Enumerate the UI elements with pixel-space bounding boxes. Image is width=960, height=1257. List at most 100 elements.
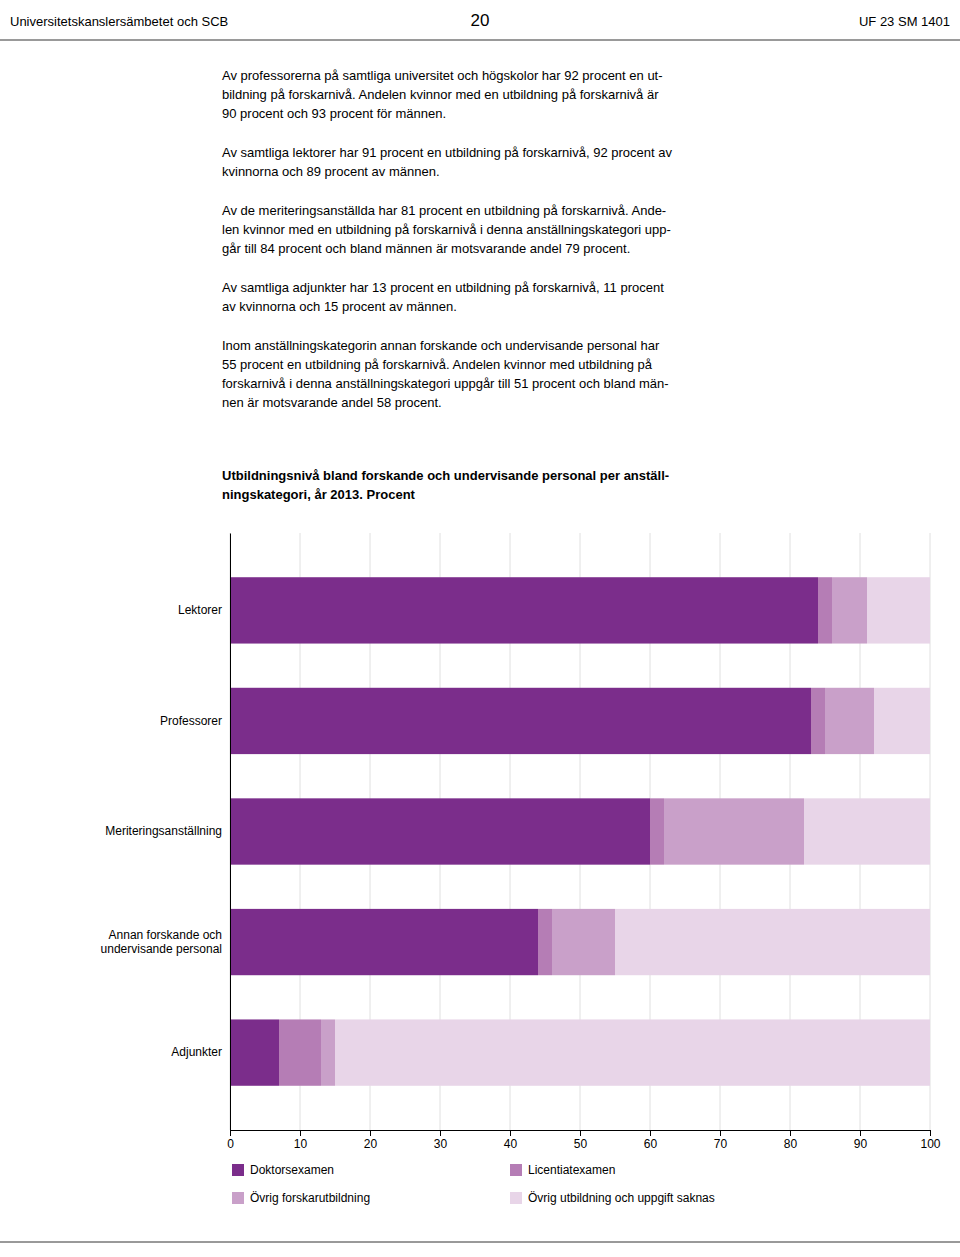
x-tick: 40	[504, 1130, 518, 1151]
x-tick-mark	[230, 1130, 231, 1136]
legend: Doktorsexamen Licentiatexamen Övrig forska…	[232, 1163, 715, 1205]
x-tick-label: 100	[920, 1137, 940, 1151]
x-tick-mark	[580, 1130, 581, 1136]
y-tick-label: Annan forskande ochundervisande personal	[101, 928, 222, 956]
legend-swatch	[510, 1192, 522, 1204]
legend-item: Övrig utbildning och uppgift saknas	[510, 1191, 715, 1205]
y-tick: Adjunkter	[171, 1045, 222, 1059]
x-tick-label: 30	[434, 1137, 448, 1151]
bar	[615, 909, 930, 975]
x-tick-label: 40	[504, 1137, 518, 1151]
x-tick: 80	[784, 1130, 798, 1151]
bar	[874, 688, 930, 754]
bar	[867, 577, 930, 643]
bar	[538, 909, 552, 975]
bar	[804, 798, 930, 864]
y-tick: Professorer	[160, 714, 222, 728]
x-tick-label: 90	[854, 1137, 868, 1151]
x-tick-mark	[440, 1130, 441, 1136]
x-tick: 0	[227, 1130, 234, 1151]
x-tick: 60	[644, 1130, 658, 1151]
x-tick: 90	[854, 1130, 868, 1151]
x-tick-mark	[860, 1130, 861, 1136]
header-rule	[0, 40, 960, 41]
x-tick: 20	[364, 1130, 378, 1151]
x-tick: 50	[574, 1130, 588, 1151]
legend-label: Doktorsexamen	[250, 1163, 334, 1177]
paragraph: Av samtliga adjunkter har 13 procent en …	[222, 280, 664, 314]
legend-label: Licentiatexamen	[528, 1163, 615, 1177]
header: Universitetskanslersämbetet och SCB 20 UF …	[0, 11, 960, 40]
x-tick-mark	[790, 1130, 791, 1136]
x-tick-label: 10	[294, 1137, 308, 1151]
y-tick-label: Professorer	[160, 714, 222, 728]
legend-label: Övrig utbildning och uppgift saknas	[528, 1191, 715, 1205]
grid-line	[230, 533, 231, 1130]
chart-title: Utbildningsnivå bland forskande och unde…	[222, 468, 669, 502]
page: Universitetskanslersämbetet och SCB 20 UF …	[0, 0, 960, 1257]
x-tick-mark	[930, 1130, 931, 1136]
paragraph: Av samtliga lektorer har 91 procent en u…	[222, 145, 672, 179]
bar-series	[279, 577, 832, 1086]
y-axis: Lektorer Professorer Meriteringsanställnin…	[101, 534, 231, 1131]
bars	[230, 577, 930, 1086]
y-tick-label: Adjunkter	[171, 1045, 222, 1059]
y-tick-label: Lektorer	[178, 603, 222, 617]
bar	[321, 1019, 335, 1085]
legend-item: Licentiatexamen	[510, 1163, 615, 1177]
legend-label: Övrig forskarutbildning	[250, 1191, 370, 1205]
x-tick-label: 50	[574, 1137, 588, 1151]
bar	[832, 577, 867, 643]
legend-item: Övrig forskarutbildning	[232, 1191, 370, 1205]
x-tick: 70	[714, 1130, 728, 1151]
x-tick-label: 0	[227, 1137, 234, 1151]
bar	[279, 1019, 321, 1085]
bar	[335, 1019, 930, 1085]
x-axis: 0 10 20 30 40 50 60 70 80 90 100	[227, 1130, 941, 1151]
header-center: 20	[471, 11, 490, 30]
bar	[230, 1019, 279, 1085]
bar	[230, 688, 811, 754]
x-tick-label: 20	[364, 1137, 378, 1151]
bar	[230, 798, 650, 864]
bar	[664, 798, 804, 864]
body-text: Av professorerna på samtliga universitet…	[222, 68, 672, 410]
bar	[650, 798, 664, 864]
x-tick-mark	[510, 1130, 511, 1136]
bar	[825, 688, 874, 754]
x-tick-mark	[720, 1130, 721, 1136]
bar	[552, 909, 615, 975]
grid	[230, 533, 930, 1130]
x-tick-label: 60	[644, 1137, 658, 1151]
x-tick-label: 80	[784, 1137, 798, 1151]
x-tick: 30	[434, 1130, 448, 1151]
legend-swatch	[510, 1164, 522, 1176]
x-tick: 10	[294, 1130, 308, 1151]
bar-series	[321, 577, 874, 1086]
paragraph: Av professorerna på samtliga universitet…	[222, 68, 663, 121]
y-tick: Lektorer	[178, 603, 222, 617]
x-tick-mark	[300, 1130, 301, 1136]
y-axis-line	[230, 534, 231, 1131]
x-axis-line	[231, 1131, 931, 1137]
y-tick: Meriteringsanställning	[105, 824, 222, 838]
bar	[811, 688, 825, 754]
footer-rule	[0, 1242, 960, 1243]
legend-swatch	[232, 1192, 244, 1204]
bar	[230, 909, 538, 975]
x-tick-mark	[650, 1130, 651, 1136]
x-tick: 100	[920, 1130, 940, 1151]
paragraph: Inom anställningskategorin annan forskan…	[222, 338, 669, 410]
bar	[818, 577, 832, 643]
header-right: UF 23 SM 1401	[859, 14, 950, 29]
y-tick-label: Meriteringsanställning	[105, 824, 222, 838]
x-tick-mark	[370, 1130, 371, 1136]
header-left: Universitetskanslersämbetet och SCB	[10, 14, 228, 29]
bar	[230, 577, 818, 643]
legend-swatch	[232, 1164, 244, 1176]
bar-series	[230, 577, 818, 1086]
legend-item: Doktorsexamen	[232, 1163, 334, 1177]
paragraph: Av de meriteringsanställda har 81 procen…	[222, 203, 671, 256]
x-tick-label: 70	[714, 1137, 728, 1151]
y-tick: Annan forskande ochundervisande personal	[101, 928, 222, 956]
